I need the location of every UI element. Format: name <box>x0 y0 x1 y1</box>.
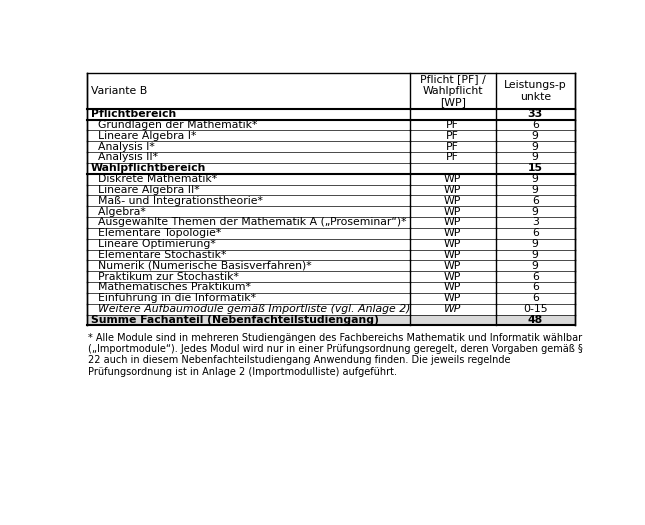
Text: 15: 15 <box>528 163 542 173</box>
Text: Praktikum zur Stochastik*: Praktikum zur Stochastik* <box>90 271 239 281</box>
Text: PF: PF <box>446 152 459 162</box>
Text: 9: 9 <box>531 250 539 260</box>
Text: WP: WP <box>444 261 461 271</box>
Text: Weitere Aufbaumodule gemäß Importliste (vgl. Anlage 2): Weitere Aufbaumodule gemäß Importliste (… <box>90 304 410 314</box>
Text: Diskrete Mathematik*: Diskrete Mathematik* <box>90 174 217 184</box>
Text: Pflichtbereich: Pflichtbereich <box>90 109 176 119</box>
Text: WP: WP <box>444 196 461 206</box>
Text: 6: 6 <box>531 293 539 303</box>
Text: 9: 9 <box>531 261 539 271</box>
Text: 6: 6 <box>531 120 539 130</box>
Text: 6: 6 <box>531 282 539 292</box>
Text: Lineare Algebra I*: Lineare Algebra I* <box>90 131 196 141</box>
Bar <box>86 73 575 326</box>
Text: 9: 9 <box>531 207 539 217</box>
Text: WP: WP <box>444 271 461 281</box>
Text: WP: WP <box>444 239 461 249</box>
Text: Ausgewählte Themen der Mathematik A („Proseminar“)*: Ausgewählte Themen der Mathematik A („Pr… <box>90 217 406 227</box>
Text: Leistungs-p
unkte: Leistungs-p unkte <box>504 80 566 102</box>
Text: * Alle Module sind in mehreren Studiengängen des Fachbereichs Mathematik und Inf: * Alle Module sind in mehreren Studiengä… <box>88 333 582 343</box>
Text: PF: PF <box>446 120 459 130</box>
Text: 9: 9 <box>531 174 539 184</box>
Text: Pflicht [PF] /
Wahlpflicht
[WP]: Pflicht [PF] / Wahlpflicht [WP] <box>420 75 486 108</box>
Text: WP: WP <box>444 250 461 260</box>
Text: Algebra*: Algebra* <box>90 207 145 217</box>
Text: Numerik (Numerische Basisverfahren)*: Numerik (Numerische Basisverfahren)* <box>90 261 312 271</box>
Text: WP: WP <box>444 293 461 303</box>
Text: 22 auch in diesem Nebenfachteilstudiengang Anwendung finden. Die jeweils regelnd: 22 auch in diesem Nebenfachteilstudienga… <box>88 355 510 365</box>
Text: Wahlpflichtbereich: Wahlpflichtbereich <box>90 163 206 173</box>
Text: 6: 6 <box>531 196 539 206</box>
Text: 9: 9 <box>531 239 539 249</box>
Text: 9: 9 <box>531 185 539 195</box>
Text: 6: 6 <box>531 271 539 281</box>
Text: PF: PF <box>446 142 459 152</box>
Text: Variante B: Variante B <box>90 86 147 96</box>
Text: 6: 6 <box>531 228 539 238</box>
Text: Maß- und Integrationstheorie*: Maß- und Integrationstheorie* <box>90 196 263 206</box>
Text: WP: WP <box>444 304 461 314</box>
Text: („Importmodule“). Jedes Modul wird nur in einer Prüfungsordnung geregelt, deren : („Importmodule“). Jedes Modul wird nur i… <box>88 344 582 354</box>
Text: Summe Fachanteil (Nebenfachteilstudiengang): Summe Fachanteil (Nebenfachteilstudienga… <box>90 315 379 325</box>
Text: Einführung in die Informatik*: Einführung in die Informatik* <box>90 293 255 303</box>
Text: PF: PF <box>446 131 459 141</box>
Text: 9: 9 <box>531 131 539 141</box>
Text: Grundlagen der Mathematik*: Grundlagen der Mathematik* <box>90 120 257 130</box>
Text: Prüfungsordnung ist in Anlage 2 (Importmodulliste) aufgeführt.: Prüfungsordnung ist in Anlage 2 (Importm… <box>88 366 397 376</box>
Text: WP: WP <box>444 207 461 217</box>
Text: 48: 48 <box>528 315 543 325</box>
Text: Analysis II*: Analysis II* <box>90 152 157 162</box>
Text: WP: WP <box>444 174 461 184</box>
Text: Lineare Algebra II*: Lineare Algebra II* <box>90 185 199 195</box>
Text: WP: WP <box>444 282 461 292</box>
Text: Lineare Optimierung*: Lineare Optimierung* <box>90 239 215 249</box>
Text: 33: 33 <box>528 109 543 119</box>
Text: 0-15: 0-15 <box>523 304 548 314</box>
Text: 9: 9 <box>531 152 539 162</box>
Text: WP: WP <box>444 185 461 195</box>
Text: Analysis I*: Analysis I* <box>90 142 154 152</box>
Bar <box>86 314 575 326</box>
Text: Mathematisches Praktikum*: Mathematisches Praktikum* <box>90 282 250 292</box>
Text: 3: 3 <box>531 217 539 227</box>
Text: Elementare Stochastik*: Elementare Stochastik* <box>90 250 226 260</box>
Text: Elementare Topologie*: Elementare Topologie* <box>90 228 221 238</box>
Text: 9: 9 <box>531 142 539 152</box>
Text: WP: WP <box>444 217 461 227</box>
Text: WP: WP <box>444 228 461 238</box>
